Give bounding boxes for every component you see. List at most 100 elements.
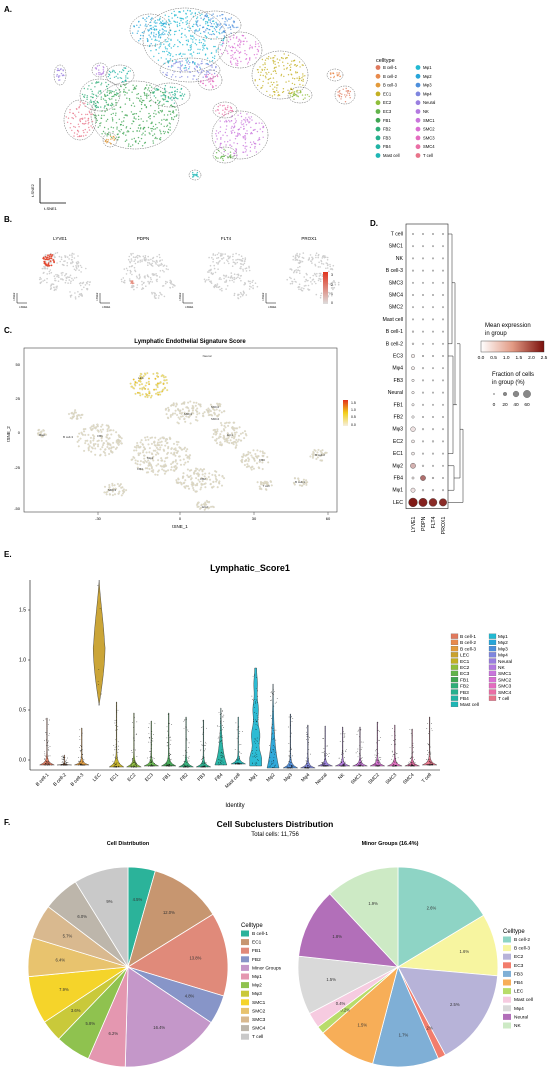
dot [439,498,447,507]
legend-e-swatch [488,652,497,658]
legend-a-label: B cell-2 [383,74,398,79]
mean-legend-title-1: Mean expression [485,323,531,329]
pie-legend-label: B cell-2 [514,937,530,943]
violin-ec3: EC3 [144,720,159,783]
mean-tick: 0.0 [478,355,485,361]
pie-slice-label: 1.5% [326,977,336,982]
cluster-ec3 [212,146,238,164]
violin-xtick: T cell [421,772,433,784]
dot [411,366,415,370]
pie-slice-label: 0.2% [340,1007,350,1012]
cluster-ec2 [287,86,313,104]
pie-legend-swatch [503,1013,511,1020]
pie-slice-label: 0.4% [336,1001,346,1006]
dot-plot: T cell SMC1 NK B cell-3 SMC3 SMC4 SMC2 Mast cel… [383,223,464,534]
legend-a-title: celltype [376,58,395,64]
dot [442,489,444,492]
legend-a-swatch [375,73,381,79]
cluster-neural [53,64,67,86]
pie-legend-swatch [241,956,249,963]
pie-legend-label: SMC4 [252,1026,266,1032]
legend-e-label: FB4 [460,696,469,702]
pie-legend-swatch [241,982,249,989]
legend-e-swatch [450,689,459,695]
panel-label-d: D. [370,219,378,228]
legend-a-label: FB4 [383,144,391,149]
dot [422,367,424,370]
score-cluster [256,480,273,491]
dot [422,269,424,272]
legend-a-label: NK [423,109,429,114]
cluster-fb2 [79,78,121,112]
dot [442,452,444,455]
pie-slice [298,893,400,968]
score-cluster [68,409,84,420]
pie-slice-label: 9% [106,899,112,904]
cluster-mast-cell [188,169,202,181]
pie-legend-swatch [241,973,249,980]
cluster-t-cell [63,99,97,141]
pie-legend-label: SMC2 [252,1008,266,1014]
dotplot-row-label: LEC [393,500,403,506]
dot [442,464,444,467]
score-cluster [76,423,123,457]
violin-xtick: EC2 [126,772,137,783]
pie-slice-label: 5.7% [63,934,73,939]
dot [432,233,434,235]
dot [432,245,434,248]
legend-a-swatch [375,82,381,88]
violin-xtick: EC1 [109,772,120,783]
violin-xtick: B cell-3 [70,772,86,788]
dot [422,440,424,443]
legend-a-label: FB2 [383,127,391,132]
score-cluster-label: SMC1 [184,412,193,416]
dot [418,498,428,507]
violin-xtick: SMC1 [350,772,364,786]
legend-a-swatch [415,109,421,114]
dot [442,257,444,260]
dot [432,342,434,345]
legend-a-label: Mφ3 [423,83,432,88]
dot [422,464,424,467]
violin-xtick: EC3 [144,772,155,783]
dot [442,330,444,333]
pie-slice-label: 13.8% [189,956,201,961]
pie-slice [329,866,399,969]
legend-e-label: B cell-1 [460,634,476,640]
fraction-legend-title-1: Fraction of cells [492,372,534,378]
cluster-fb1 [90,80,180,150]
pie-slice-label: 6.4% [56,958,66,963]
cluster-m-1 [142,7,228,73]
score-cluster [129,372,169,399]
legend-a-label: SMC1 [423,118,435,123]
panel-label-c: C. [4,326,12,335]
violin-xtick: FB3 [196,772,207,783]
legend-e-label: EC1 [460,659,470,665]
scale-c: 1.5 1.0 0.5 0.0 [343,400,356,427]
dot [408,497,418,507]
cluster-fb3 [149,82,191,108]
dot [442,403,444,406]
pie-slice-label: 2.5% [450,1002,460,1007]
mean-tick: 1.0 [503,355,510,361]
pie-legend-title: Celltype [241,923,263,929]
legend-a-label: SMC2 [423,127,435,132]
legend-e-swatch [450,639,459,646]
pie-slice [397,866,485,968]
legend-a-label: FB1 [383,118,391,123]
pie-legend-swatch [503,988,511,995]
score-cluster [292,477,309,487]
fraction-tick: 60 [524,402,530,408]
legend-a-label: EC2 [383,100,392,105]
violin-xtick: Mφ1 [248,772,259,783]
pie-legend-label: SMC1 [252,1000,266,1006]
pie-slice-label: 6.0% [77,914,87,919]
pie-legend-label: Neural [514,1014,528,1020]
violin-xtick: LEC [92,772,103,783]
score-cluster-label: Neural [203,354,212,358]
dotplot-row-label: B cell-2 [386,341,403,347]
score-cluster [205,402,226,418]
violin-xtick: FB4 [214,772,225,783]
pie-slice-label: 0.2% [423,1026,433,1031]
